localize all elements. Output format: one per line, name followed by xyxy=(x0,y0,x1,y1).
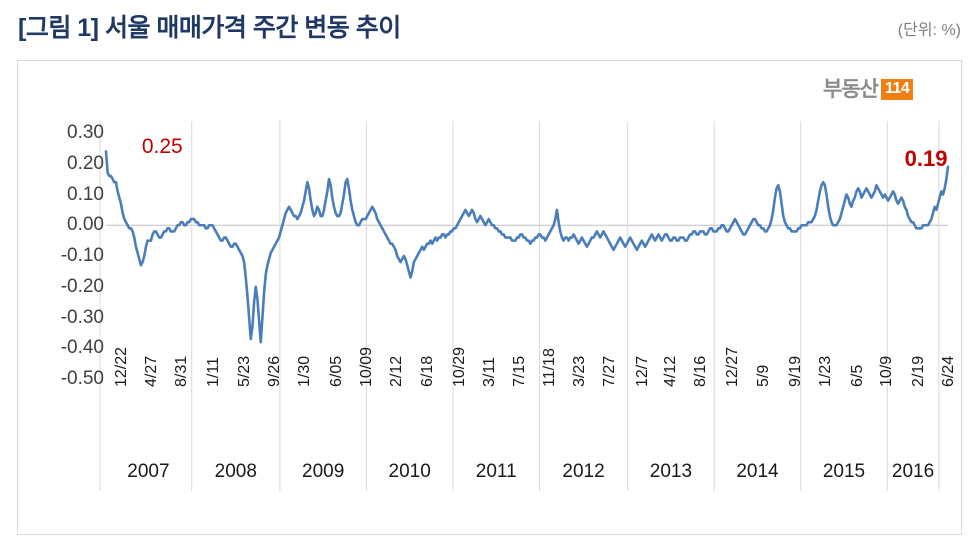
value-annotation: 0.25 xyxy=(141,134,183,158)
value-annotation: 0.19 xyxy=(904,146,948,172)
brand-name: 부동산 xyxy=(823,77,879,101)
unit-label: (단위: %) xyxy=(897,22,961,39)
year-label: 2010 xyxy=(388,461,431,482)
y-tick-label: 0.20 xyxy=(67,152,104,174)
y-tick-label: 0.00 xyxy=(67,214,104,236)
year-label: 2009 xyxy=(302,461,345,482)
line-chart-svg xyxy=(99,121,950,491)
brand-badge: 114 xyxy=(880,78,914,100)
year-label: 2008 xyxy=(214,461,257,482)
year-axis: 2007 2008 2009 2010 2011 2012 2013 2014 2015 2016 xyxy=(18,61,963,536)
y-tick-label: -0.30 xyxy=(60,306,104,328)
plot-area: 0.30 0.20 0.10 0.00 -0.10 -0.20 -0.30 -0.40 -0.5… xyxy=(18,61,963,536)
year-label: 2013 xyxy=(649,461,693,482)
year-label: 2015 xyxy=(822,461,866,482)
page-title: [그림 1] 서울 매매가격 주간 변동 추이 xyxy=(18,14,401,42)
year-label: 2012 xyxy=(562,461,605,482)
y-tick-label: -0.20 xyxy=(60,275,104,297)
y-tick-label: -0.50 xyxy=(60,368,104,389)
year-label: 2016 xyxy=(891,461,935,482)
y-tick-label: 0.10 xyxy=(67,183,104,205)
year-label: 2014 xyxy=(736,461,779,482)
y-tick-label: -0.40 xyxy=(60,337,104,359)
y-tick-label: 0.30 xyxy=(67,122,104,143)
y-tick-label: -0.10 xyxy=(60,245,104,266)
series-line xyxy=(104,150,950,344)
year-label: 2007 xyxy=(127,461,170,482)
chart-header: [그림 1] 서울 매매가격 주간 변동 추이 (단위: %) xyxy=(0,0,978,58)
y-axis: 0.30 0.20 0.10 0.00 -0.10 -0.20 -0.30 -0.40 -0.5… xyxy=(26,61,104,536)
year-separators xyxy=(99,121,940,491)
year-label: 2011 xyxy=(475,461,517,482)
brand-logo: 부동산 114 xyxy=(823,76,914,102)
chart-frame: 부동산 114 0.30 0.20 0.10 0.00 -0.10 -0.20 -0.30 -… xyxy=(17,60,962,535)
